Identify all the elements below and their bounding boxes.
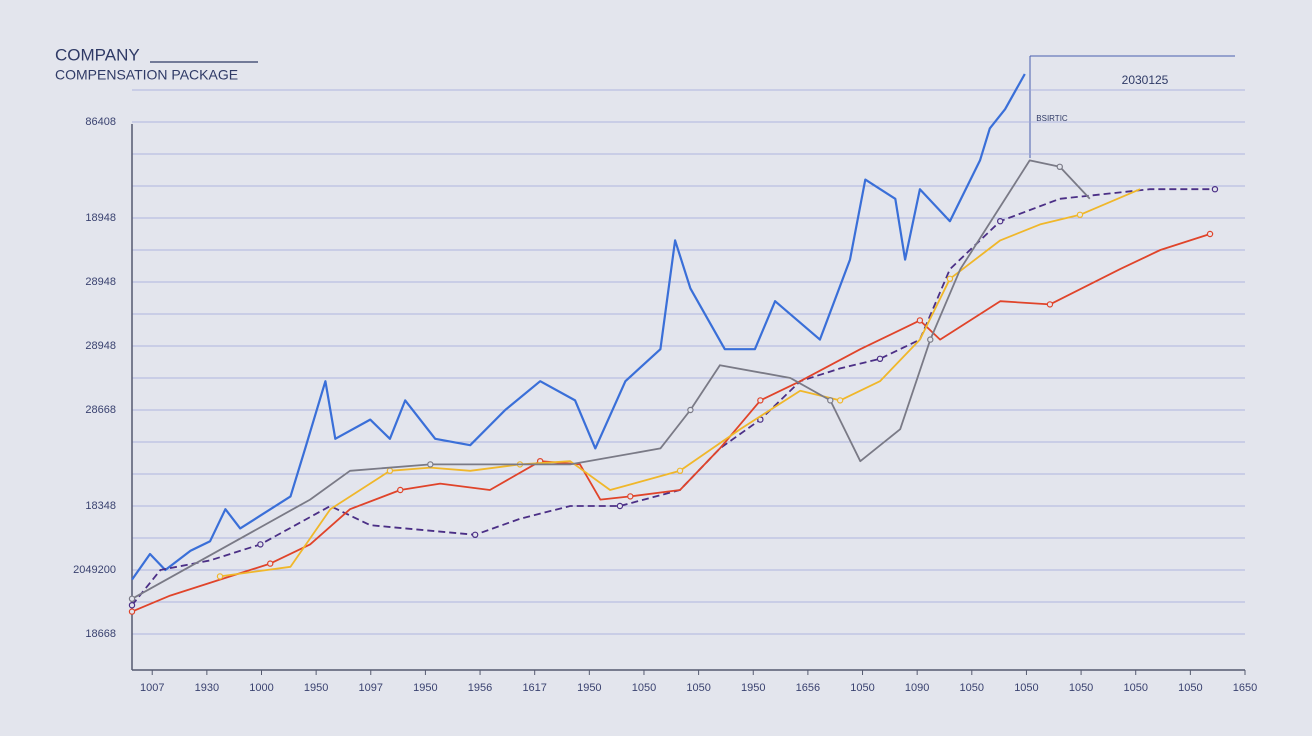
x-tick-label: 1656 — [796, 682, 820, 694]
x-tick-label: 1956 — [468, 682, 492, 694]
x-tick-label: 1050 — [1014, 682, 1038, 694]
x-tick-label: 1050 — [960, 682, 984, 694]
x-tick-label: 1950 — [741, 682, 765, 694]
annotation: 2030125 — [1122, 73, 1169, 87]
series-line — [219, 188, 1141, 578]
series-marker — [128, 595, 136, 603]
series-marker — [267, 560, 274, 567]
chart-title: COMPANY — [55, 45, 140, 64]
x-tick-label: 1090 — [905, 682, 929, 694]
y-tick-label: 86408 — [85, 116, 116, 128]
series-marker — [927, 336, 934, 343]
series-marker — [827, 397, 834, 404]
series-marker — [471, 531, 479, 539]
x-tick-label: 1650 — [1233, 682, 1257, 694]
series-marker — [128, 608, 136, 615]
series-marker — [386, 467, 394, 474]
x-tick-label: 1000 — [249, 682, 273, 694]
series-marker — [687, 406, 694, 414]
x-tick-label: 1050 — [1178, 682, 1202, 694]
x-tick-label: 1050 — [632, 682, 656, 694]
x-tick-label: 1950 — [577, 682, 601, 694]
series-marker — [427, 461, 434, 468]
y-tick-label: 18348 — [85, 500, 116, 512]
x-tick-label: 1950 — [413, 682, 437, 694]
series-marker — [1056, 163, 1063, 170]
y-tick-label: 18668 — [85, 628, 116, 640]
y-tick-label: 28948 — [85, 276, 116, 288]
y-tick-label: 28948 — [85, 340, 116, 352]
y-tick-label: 2049200 — [73, 564, 116, 576]
series-line — [131, 73, 1026, 581]
x-tick-label: 1050 — [1123, 682, 1147, 694]
x-tick-label: 1950 — [304, 682, 328, 694]
x-tick-label: 1930 — [195, 682, 219, 694]
x-tick-label: 1050 — [1069, 682, 1093, 694]
series-marker — [946, 275, 954, 282]
series-marker — [397, 486, 404, 494]
x-tick-label: 1050 — [850, 682, 874, 694]
series-marker — [836, 397, 844, 404]
series-marker — [676, 467, 684, 474]
series-marker — [257, 541, 264, 548]
series-marker — [876, 355, 884, 362]
series-marker — [757, 397, 764, 404]
series-marker — [1076, 211, 1084, 218]
y-tick-label: 28668 — [85, 404, 116, 416]
annotation: BSIRTIC — [1036, 114, 1068, 123]
series-marker — [128, 602, 136, 609]
x-tick-label: 1007 — [140, 682, 164, 694]
series-marker — [1046, 301, 1054, 308]
y-tick-label: 18948 — [85, 212, 116, 224]
series-line — [131, 159, 1091, 600]
series-marker — [1211, 185, 1219, 193]
series-marker — [627, 493, 634, 500]
chart-subtitle: COMPENSATION PACKAGE — [55, 67, 238, 83]
series-marker — [997, 217, 1004, 225]
x-tick-label: 1050 — [686, 682, 710, 694]
series-marker — [916, 317, 924, 324]
series-marker — [216, 573, 224, 580]
x-tick-label: 1097 — [359, 682, 383, 694]
series-marker — [616, 502, 624, 510]
series-line — [131, 233, 1211, 613]
series-marker — [1206, 230, 1214, 238]
x-tick-label: 1617 — [522, 682, 546, 694]
